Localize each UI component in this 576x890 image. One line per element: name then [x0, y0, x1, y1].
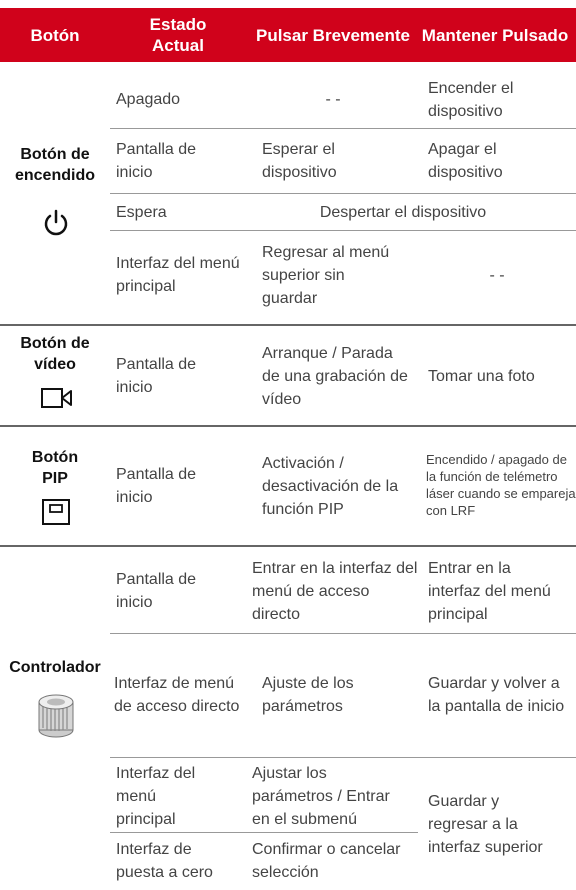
state: Interfaz de puesta a cero: [116, 841, 213, 881]
state: Pantalla de inicio: [116, 466, 197, 506]
short-press: Entrar en la interfaz del menú de acceso…: [252, 559, 418, 623]
group-divider: [0, 425, 576, 427]
both-press: Despertar el dispositivo: [319, 203, 487, 221]
state: Pantalla de inicio: [116, 571, 197, 611]
short-press: Activación / desactivación de la función…: [262, 454, 399, 518]
short-press: - -: [325, 91, 341, 108]
pip-icon: [42, 499, 70, 525]
row-divider: [110, 128, 576, 129]
long-press: Entrar en la interfaz del menú principal: [428, 559, 551, 623]
state: Interfaz del menú principal: [116, 764, 196, 828]
power-icon: [44, 209, 68, 236]
long-press: Encender el dispositivo: [428, 79, 514, 120]
controller-icon: [38, 694, 74, 738]
state: Interfaz del menú principal: [116, 255, 240, 295]
row-divider: [110, 230, 576, 231]
long-press: Tomar una foto: [428, 367, 535, 385]
short-press: Confirmar o cancelar selección: [252, 841, 401, 881]
header-cell: Botón: [30, 25, 80, 45]
long-press: Encendido / apagado de la función de tel…: [426, 452, 576, 518]
header-cell: Estado Actual: [149, 15, 207, 55]
long-press: Guardar y volver a la pantalla de inicio: [428, 675, 565, 715]
button-name: Botón PIP: [31, 449, 79, 487]
header-band: [0, 8, 576, 62]
short-press: Arranque / Parada de una grabación de ví…: [262, 344, 408, 408]
short-press: Ajustar los parámetros / Entrar en el su…: [252, 764, 390, 828]
button-name: Controlador: [9, 658, 101, 676]
short-press: Esperar el dispositivo: [262, 141, 337, 181]
long-press: Guardar y regresar a la interfaz superio…: [428, 792, 543, 856]
row-divider: [110, 633, 576, 634]
group-divider: [0, 324, 576, 326]
row-divider: [110, 832, 418, 833]
button-name: Botón de encendido: [14, 146, 95, 184]
short-press: Regresar al menú superior sin guardar: [262, 243, 390, 307]
short-press: Ajuste de los parámetros: [262, 675, 354, 715]
state: Interfaz de menú de acceso directo: [114, 675, 240, 715]
header-cell: Pulsar Brevemente: [255, 25, 411, 45]
button-name: Botón de vídeo: [20, 335, 90, 373]
row-divider: [110, 193, 576, 194]
long-press: - -: [489, 266, 505, 284]
long-press: Apagar el dispositivo: [428, 141, 503, 181]
state: Espera: [116, 203, 167, 221]
header-cell: Mantener Pulsado: [421, 25, 569, 45]
group-divider: [0, 545, 576, 547]
row-divider: [110, 757, 576, 758]
state: Apagado: [116, 91, 181, 108]
state: Pantalla de inicio: [116, 141, 197, 181]
video-icon: [41, 388, 72, 408]
state: Pantalla de inicio: [116, 356, 197, 396]
